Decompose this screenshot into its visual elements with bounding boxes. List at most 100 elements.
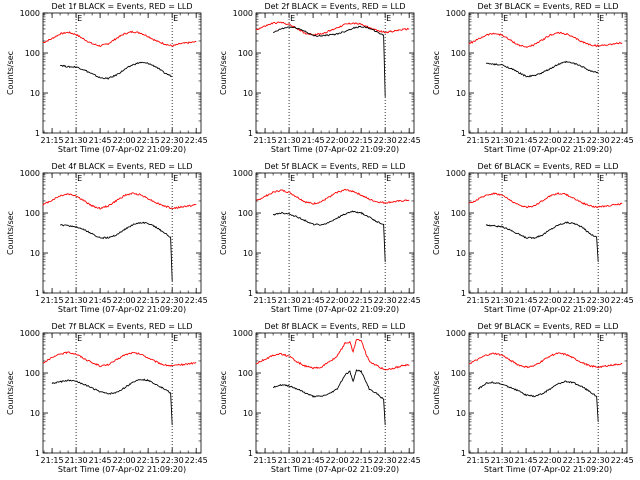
y-tick-label: 10 <box>30 409 40 418</box>
x-tick-label: 22:30 <box>587 296 610 305</box>
event-marker-label: E <box>173 14 178 23</box>
y-tick-label: 1 <box>248 449 253 458</box>
x-tick-label: 22:45 <box>185 296 208 305</box>
x-axis-label: Start Time (07-Apr-02 21:09:20) <box>484 145 612 154</box>
y-tick-label: 1 <box>248 289 253 298</box>
x-tick-label: 21:30 <box>278 296 301 305</box>
y-tick-label: 1000 <box>233 9 253 18</box>
x-tick-label: 22:15 <box>137 296 160 305</box>
x-tick-label: 21:15 <box>254 296 277 305</box>
y-tick-label: 10 <box>456 409 466 418</box>
events-series-line <box>485 221 599 262</box>
y-tick-label: 10 <box>243 409 253 418</box>
y-axis-label: Counts/sec <box>219 211 228 255</box>
x-tick-label: 21:15 <box>254 136 277 145</box>
detector-chart: Det 4f BLACK = Events, RED = LLD 1 10 100 10… <box>6 162 208 314</box>
x-tick-label: 21:30 <box>65 136 88 145</box>
events-series-line <box>477 380 599 422</box>
y-tick-label: 100 <box>238 369 253 378</box>
event-marker-label: E <box>173 334 178 343</box>
detector-chart: Det 2f BLACK = Events, RED = LLD 1 10 100 10… <box>219 2 421 154</box>
x-tick-label: 22:00 <box>539 456 562 465</box>
y-tick-label: 100 <box>25 49 40 58</box>
event-marker-label: E <box>386 334 391 343</box>
y-tick-label: 1 <box>461 449 466 458</box>
y-tick-label: 1 <box>35 289 40 298</box>
y-tick-label: 1000 <box>20 169 40 178</box>
x-tick-label: 21:45 <box>515 136 538 145</box>
lld-series-line <box>42 351 197 368</box>
x-tick-label: 22:30 <box>587 136 610 145</box>
plot-frame <box>42 172 202 294</box>
y-tick-label: 10 <box>243 89 253 98</box>
x-tick-label: 21:30 <box>278 456 301 465</box>
x-tick-label: 21:30 <box>65 296 88 305</box>
detector-chart: Det 8f BLACK = Events, RED = LLD 1 10 100 10… <box>219 322 421 474</box>
y-tick-label: 1 <box>35 449 40 458</box>
y-tick-label: 10 <box>30 89 40 98</box>
plot-frame <box>42 12 202 134</box>
plot-frame <box>255 332 415 454</box>
detector-chart: Det 3f BLACK = Events, RED = LLD 1 10 100 10… <box>432 2 634 154</box>
y-tick-label: 100 <box>25 209 40 218</box>
detector-chart: Det 5f BLACK = Events, RED = LLD 1 10 100 10… <box>219 162 421 314</box>
y-tick-label: 1000 <box>446 329 466 338</box>
y-tick-label: 100 <box>451 209 466 218</box>
y-tick-label: 1 <box>461 289 466 298</box>
event-marker-label: E <box>77 14 82 23</box>
y-axis-label: Counts/sec <box>219 371 228 415</box>
y-tick-label: 1000 <box>233 329 253 338</box>
x-tick-label: 22:30 <box>587 456 610 465</box>
x-tick-label: 21:15 <box>467 456 490 465</box>
x-axis-label: Start Time (07-Apr-02 21:09:20) <box>271 465 399 474</box>
event-marker-label: E <box>599 174 604 183</box>
y-axis-label: Counts/sec <box>432 371 441 415</box>
x-tick-label: 22:00 <box>113 296 136 305</box>
y-tick-label: 10 <box>456 249 466 258</box>
x-tick-label: 21:15 <box>467 136 490 145</box>
x-tick-label: 21:45 <box>302 136 325 145</box>
event-marker-label: E <box>290 14 295 23</box>
event-marker-label: E <box>386 14 391 23</box>
y-tick-label: 100 <box>451 369 466 378</box>
y-tick-label: 100 <box>451 49 466 58</box>
x-tick-label: 21:15 <box>467 296 490 305</box>
event-marker-label: E <box>290 174 295 183</box>
x-tick-label: 21:15 <box>41 296 64 305</box>
x-tick-label: 22:45 <box>611 296 634 305</box>
lld-series-line <box>255 188 410 205</box>
x-tick-label: 21:15 <box>254 456 277 465</box>
x-axis-label: Start Time (07-Apr-02 21:09:20) <box>484 305 612 314</box>
lld-series-line <box>42 192 197 210</box>
x-tick-label: 22:00 <box>326 136 349 145</box>
chart-title: Det 5f BLACK = Events, RED = LLD <box>264 162 405 171</box>
event-marker-label: E <box>599 334 604 343</box>
x-tick-label: 22:30 <box>161 136 184 145</box>
y-tick-label: 1000 <box>20 329 40 338</box>
x-tick-label: 22:45 <box>398 296 421 305</box>
lld-series-line <box>255 21 410 36</box>
events-series-line <box>59 61 173 80</box>
events-series-line <box>272 210 386 262</box>
chart-title: Det 8f BLACK = Events, RED = LLD <box>264 322 405 331</box>
x-tick-label: 21:45 <box>302 296 325 305</box>
chart-title: Det 2f BLACK = Events, RED = LLD <box>264 2 405 11</box>
x-tick-label: 21:45 <box>515 296 538 305</box>
x-tick-label: 22:45 <box>611 136 634 145</box>
y-axis-label: Counts/sec <box>432 211 441 255</box>
x-tick-label: 22:00 <box>113 456 136 465</box>
chart-title: Det 6f BLACK = Events, RED = LLD <box>477 162 618 171</box>
y-axis-label: Counts/sec <box>6 211 15 255</box>
chart-title: Det 7f BLACK = Events, RED = LLD <box>51 322 192 331</box>
y-tick-label: 10 <box>30 249 40 258</box>
events-series-line <box>273 25 386 97</box>
events-series-line <box>60 221 173 282</box>
y-axis-label: Counts/sec <box>432 51 441 95</box>
x-tick-label: 21:45 <box>302 456 325 465</box>
x-tick-label: 22:15 <box>350 136 373 145</box>
x-axis-label: Start Time (07-Apr-02 21:09:20) <box>271 145 399 154</box>
y-tick-label: 1000 <box>446 169 466 178</box>
event-marker-label: E <box>77 334 82 343</box>
y-axis-label: Counts/sec <box>6 51 15 95</box>
